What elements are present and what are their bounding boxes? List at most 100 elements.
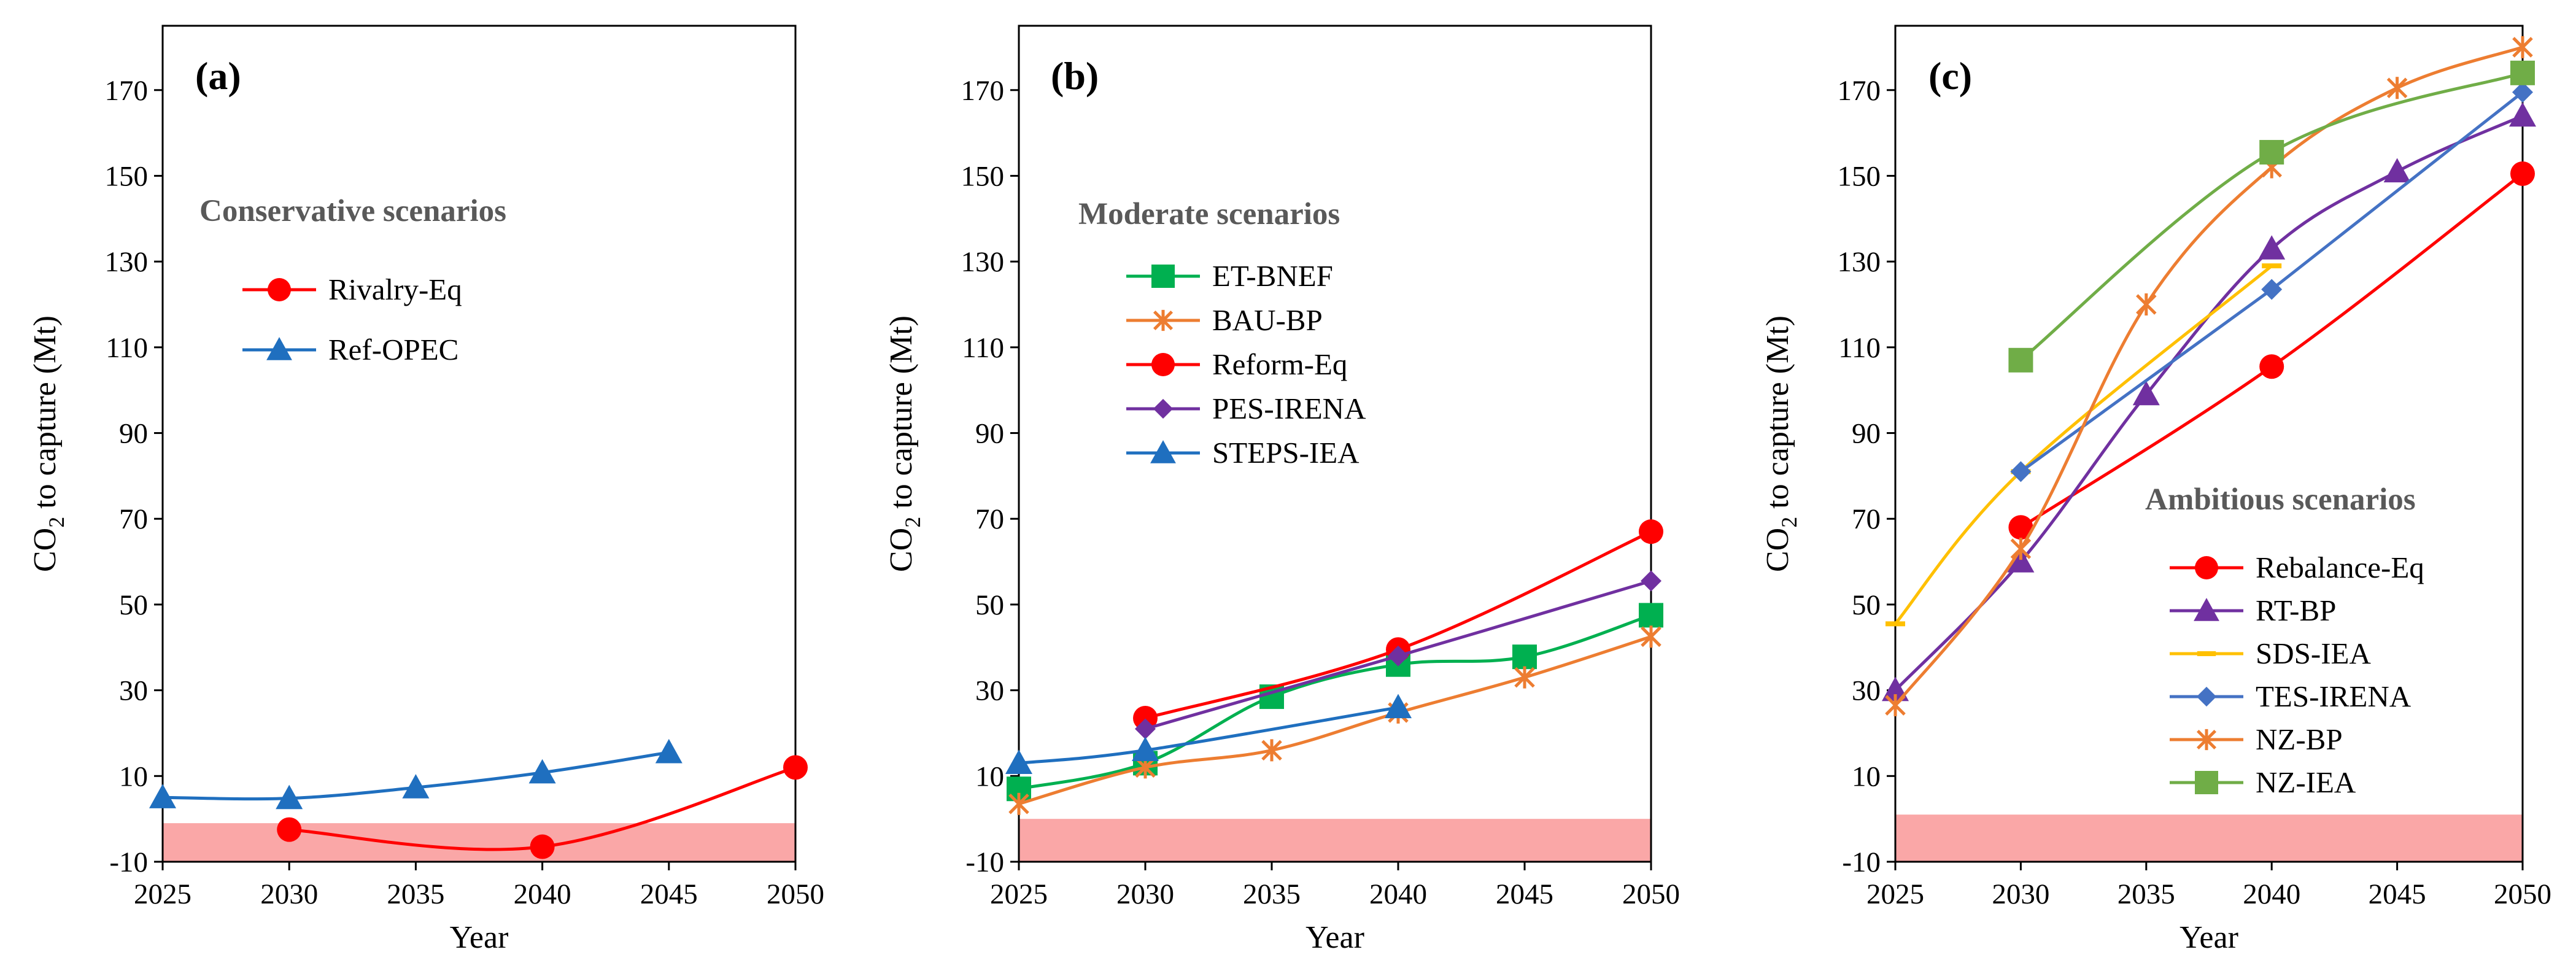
y-axis-title-subscript: 2 <box>44 517 69 528</box>
data-point-marker <box>1639 519 1663 544</box>
y-tick-label: 170 <box>105 75 149 107</box>
y-axis-title: CO2 to capture (Mt) <box>28 315 69 572</box>
x-tick-label: 2030 <box>1992 878 2049 910</box>
series-line <box>1894 265 2273 625</box>
y-tick-label: 170 <box>961 75 1005 107</box>
x-tick-label: 2050 <box>2494 878 2551 910</box>
legend-item: RT-BP <box>2170 594 2336 627</box>
legend-title: Moderate scenarios <box>1078 197 1340 231</box>
series-rivalry-eq <box>277 755 808 859</box>
y-tick-label: -10 <box>109 846 148 878</box>
data-point-marker <box>2262 263 2282 269</box>
legend-label: Ref-OPEC <box>328 333 458 366</box>
legend: Conservative scenarios Rivalry-Eq Ref-OPEC <box>199 194 506 366</box>
panel-label: (b) <box>1051 54 1099 98</box>
series-ref-opec <box>149 738 683 810</box>
legend-label: ET-BNEF <box>1212 259 1333 293</box>
data-point-marker <box>1132 737 1159 761</box>
series-line <box>1018 706 1399 765</box>
legend-item: PES-IRENA <box>1126 392 1366 425</box>
legend-item: Ref-OPEC <box>242 333 458 366</box>
data-point-marker <box>528 759 556 784</box>
y-tick-label: 110 <box>106 332 148 364</box>
data-point-marker <box>1886 621 1905 627</box>
y-tick-label: 10 <box>1852 760 1881 792</box>
y-tick-label: 110 <box>962 332 1004 364</box>
legend-label: NZ-IEA <box>2256 765 2356 799</box>
y-tick-label: 30 <box>119 675 148 707</box>
data-point-marker <box>1512 644 1537 670</box>
series-tes-irena <box>2010 82 2533 482</box>
data-point-marker <box>2510 60 2535 85</box>
series-steps-iea <box>1005 694 1412 774</box>
data-point-marker <box>2259 354 2284 379</box>
legend-marker <box>1153 398 1174 419</box>
legend-marker <box>266 337 292 360</box>
series-sds-iea <box>1886 263 2282 627</box>
y-tick-label: 10 <box>975 760 1004 792</box>
series-rt-bp <box>1882 102 2536 702</box>
data-point-marker <box>2007 548 2035 573</box>
y-axis-title: CO2 to capture (Mt) <box>884 315 925 572</box>
legend-label: STEPS-IEA <box>1212 436 1360 470</box>
data-point-marker <box>1261 739 1282 762</box>
x-axis-title: Year <box>1305 920 1364 955</box>
legend-label: BAU-BP <box>1212 303 1323 337</box>
series-bau-bp <box>1008 625 1661 815</box>
y-axis-title-rest: to capture (Mt) <box>28 315 63 517</box>
x-tick-label: 2035 <box>1243 878 1301 910</box>
y-tick-label: 130 <box>1838 246 1881 278</box>
series-nz-bp <box>1885 36 2533 717</box>
data-point-marker <box>655 738 683 764</box>
x-tick-label: 2040 <box>514 878 571 910</box>
data-point-marker <box>2259 140 2284 165</box>
data-point-marker <box>1641 570 1661 592</box>
x-tick-label: 2035 <box>2118 878 2175 910</box>
y-tick-label: 10 <box>119 760 148 792</box>
x-axis-title: Year <box>2180 920 2238 955</box>
y-tick-label: 150 <box>961 160 1005 192</box>
y-tick-label: 50 <box>975 589 1004 621</box>
data-point-marker <box>277 817 302 842</box>
legend-label: RT-BP <box>2256 594 2336 627</box>
x-tick-label: 2040 <box>2243 878 2300 910</box>
y-axis-title-subscript: 2 <box>900 517 925 528</box>
data-point-marker <box>276 784 303 810</box>
legend-marker <box>2196 729 2217 751</box>
x-tick-label: 2030 <box>260 878 318 910</box>
x-tick-label: 2025 <box>1866 878 1924 910</box>
x-tick-label: 2025 <box>990 878 1048 910</box>
chart-panel-a: -10 10 30 50 70 90 110 130 150 170 2025 2030 2035 204… <box>28 25 824 955</box>
data-point-marker <box>402 774 430 799</box>
y-tick-label: 150 <box>1838 160 1881 192</box>
plot-frame <box>1018 25 1652 863</box>
series-line <box>2019 71 2523 362</box>
x-tick-label: 2045 <box>2369 878 2426 910</box>
series-line <box>1018 614 1652 791</box>
legend-item: Rivalry-Eq <box>242 273 462 306</box>
y-tick-label: 150 <box>105 160 149 192</box>
data-point-marker <box>2010 461 2032 482</box>
y-tick-label: 30 <box>1852 675 1881 707</box>
negative-band <box>163 823 795 862</box>
panel-label: (a) <box>195 54 241 98</box>
legend-marker <box>1150 440 1176 463</box>
y-axis-title-main: CO <box>1760 528 1795 572</box>
y-axis-title: CO2 to capture (Mt) <box>1760 315 1801 572</box>
legend-label: TES-IRENA <box>2256 679 2412 713</box>
x-tick-label: 2050 <box>1622 878 1680 910</box>
legend-item: ET-BNEF <box>1126 259 1333 293</box>
data-point-marker <box>2510 161 2535 186</box>
x-tick-label: 2030 <box>1116 878 1174 910</box>
legend-marker <box>2195 771 2218 794</box>
x-tick-label: 2040 <box>1369 878 1427 910</box>
x-tick-label: 2045 <box>1496 878 1553 910</box>
legend-item: Rebalance-Eq <box>2170 551 2424 584</box>
legend: Ambitious scenarios Rebalance-Eq RT-BP SDS-… <box>2145 482 2424 799</box>
data-point-marker <box>2509 102 2536 127</box>
data-point-marker <box>2010 538 2032 560</box>
legend: Moderate scenarios ET-BNEF BAU-BP Reform-Eq… <box>1078 197 1366 470</box>
y-axis-title-rest: to capture (Mt) <box>884 315 919 517</box>
data-point-marker <box>2132 381 2160 406</box>
